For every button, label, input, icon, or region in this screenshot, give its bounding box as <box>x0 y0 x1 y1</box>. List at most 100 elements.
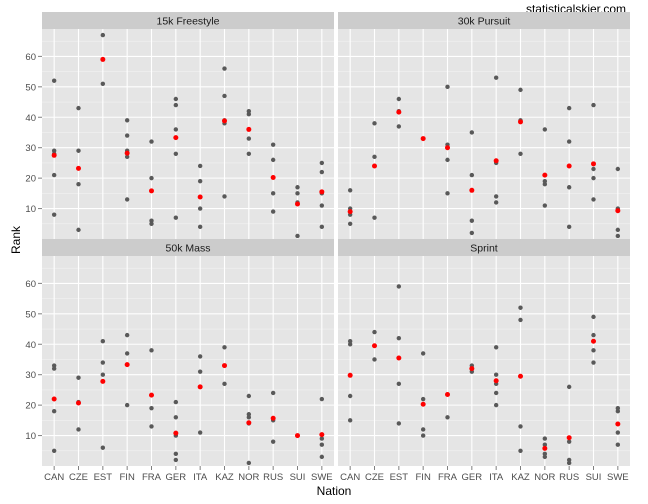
mean-point <box>518 373 523 379</box>
y-tick-label: 60 <box>25 52 36 63</box>
data-point <box>319 396 325 402</box>
mean-point <box>100 56 106 62</box>
data-point <box>100 372 106 377</box>
data-point <box>347 393 353 399</box>
data-point <box>518 151 523 156</box>
mean-point <box>493 378 499 384</box>
data-point <box>173 102 179 108</box>
mean-point <box>615 208 621 214</box>
mean-point <box>222 118 227 124</box>
x-axis-title: Nation <box>317 484 352 498</box>
data-point <box>295 233 300 239</box>
data-point <box>222 93 227 99</box>
data-point <box>173 399 179 405</box>
mean-point <box>420 136 426 142</box>
y-tick-label: 10 <box>25 431 36 442</box>
mean-point <box>270 415 276 421</box>
data-point <box>615 227 621 233</box>
data-point <box>51 172 57 178</box>
data-point <box>493 372 499 377</box>
data-point <box>319 203 325 208</box>
mean-point <box>173 135 179 141</box>
data-point <box>246 393 252 399</box>
mean-point <box>591 338 596 344</box>
y-tick-label: 40 <box>25 340 36 351</box>
mean-point <box>222 363 227 369</box>
mean-point <box>124 362 130 368</box>
data-point <box>51 148 57 153</box>
facet-title: Sprint <box>470 243 498 255</box>
data-point <box>197 369 203 374</box>
x-tick-label: CAN <box>340 472 360 483</box>
mean-point <box>76 165 81 171</box>
x-tick-label: NOR <box>238 472 259 483</box>
data-point <box>372 121 377 126</box>
data-point <box>591 360 596 365</box>
facet-strip <box>338 239 630 256</box>
data-point <box>615 442 621 447</box>
panel-background <box>42 29 334 239</box>
data-point <box>347 339 353 344</box>
data-point <box>591 197 596 202</box>
data-point <box>173 215 179 220</box>
data-point <box>270 157 276 163</box>
data-point <box>566 139 572 144</box>
facet-strip <box>42 239 334 256</box>
x-tick-label: EST <box>390 472 409 483</box>
data-point <box>295 185 300 190</box>
data-point <box>542 442 548 447</box>
data-point <box>518 87 523 93</box>
data-point <box>173 451 179 457</box>
data-point <box>124 197 130 202</box>
data-point <box>518 448 523 453</box>
data-point <box>347 188 353 193</box>
data-point <box>347 221 353 226</box>
data-point <box>319 224 325 230</box>
data-point <box>246 108 252 114</box>
data-point <box>124 402 130 408</box>
facet-title: 50k Mass <box>166 243 211 255</box>
data-point <box>319 169 325 175</box>
data-point <box>518 305 523 310</box>
data-point <box>372 154 377 160</box>
data-point <box>270 142 276 147</box>
mean-point <box>295 201 300 207</box>
data-point <box>319 436 325 441</box>
data-point <box>100 360 106 365</box>
data-point <box>222 381 227 387</box>
data-point <box>222 66 227 71</box>
data-point <box>149 424 154 429</box>
data-point <box>76 105 81 111</box>
x-tick-label: EST <box>94 472 113 483</box>
mean-point <box>469 366 475 372</box>
y-tick-label: 60 <box>25 279 36 290</box>
data-point <box>149 348 154 353</box>
data-point <box>51 212 57 217</box>
mean-point <box>347 372 353 378</box>
data-point <box>173 151 179 156</box>
data-point <box>319 160 325 166</box>
data-point <box>469 172 475 178</box>
data-point <box>542 178 548 184</box>
data-point <box>319 442 325 447</box>
data-point <box>396 124 402 129</box>
data-point <box>615 405 621 411</box>
facet-strip <box>338 12 630 29</box>
mean-point <box>76 400 81 406</box>
mean-point <box>149 392 154 398</box>
data-point <box>76 182 81 187</box>
x-tick-label: SWE <box>311 472 333 483</box>
data-point <box>591 314 596 320</box>
data-point <box>100 32 106 38</box>
data-point <box>246 415 252 420</box>
data-point <box>469 218 475 223</box>
mean-point <box>420 401 426 407</box>
data-point <box>347 418 353 423</box>
data-point <box>396 284 402 289</box>
data-point <box>566 185 572 190</box>
data-point <box>445 84 450 90</box>
mean-point <box>246 126 252 132</box>
y-tick-label: 30 <box>25 143 36 154</box>
x-tick-label: RUS <box>263 472 283 483</box>
x-tick-label: FRA <box>438 472 458 483</box>
